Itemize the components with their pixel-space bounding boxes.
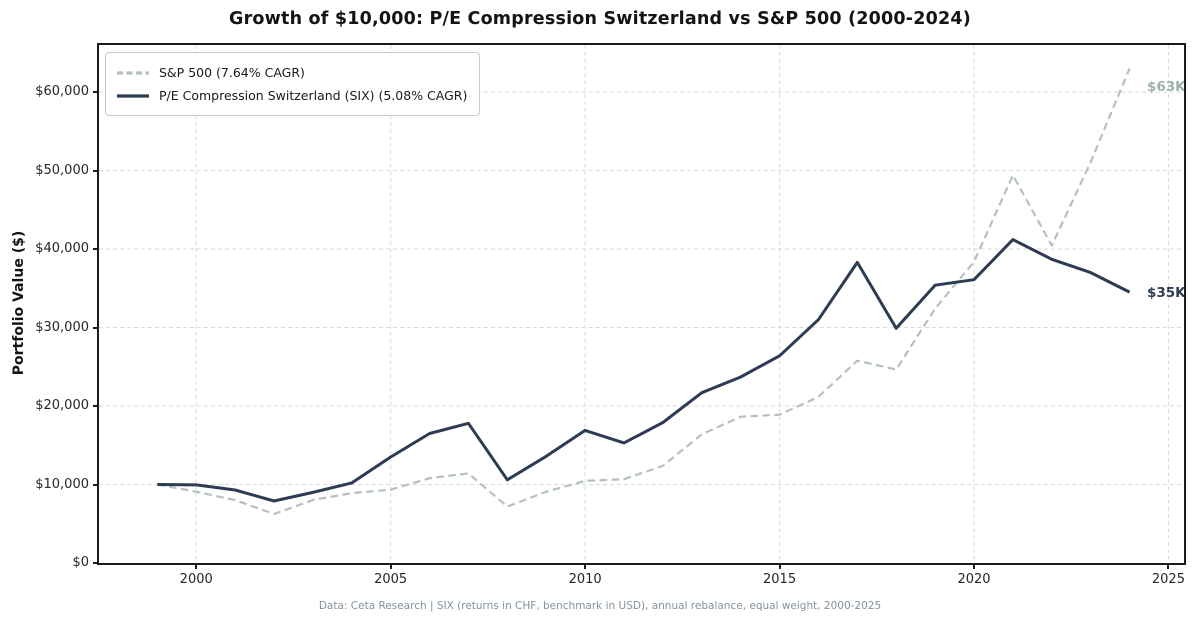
gridlines <box>99 45 1184 563</box>
y-tick-label: $0 <box>72 555 89 570</box>
x-tick-mark <box>1167 565 1170 569</box>
y-tick-mark <box>93 91 97 94</box>
y-tick-label: $60,000 <box>35 84 89 100</box>
y-tick-label: $20,000 <box>35 398 89 414</box>
sp500-legend-label: S&P 500 (7.64% CAGR) <box>159 65 305 80</box>
legend-item-six: P/E Compression Switzerland (SIX) (5.08%… <box>116 84 467 107</box>
x-tick-mark <box>973 565 975 569</box>
x-tick-label: 2010 <box>568 572 602 587</box>
sp500-end-label: $63K <box>1147 79 1184 95</box>
data-source-note: Data: Ceta Research | SIX (returns in CH… <box>318 600 882 612</box>
x-tick-mark <box>584 565 587 569</box>
six-legend-label: P/E Compression Switzerland (SIX) (5.08%… <box>159 88 468 103</box>
x-tick-mark <box>195 565 198 569</box>
y-tick-mark <box>93 169 97 172</box>
x-tick-label: 2025 <box>1151 572 1185 587</box>
x-tick-mark <box>389 565 392 569</box>
y-tick-mark <box>93 405 97 408</box>
plot-area: $63K $35K S&P 500 (7.64% CAGR) P/E Compr… <box>35 43 1186 587</box>
y-tick-label: $50,000 <box>35 162 89 178</box>
x-tick-label: 2020 <box>957 572 991 587</box>
sp500-legend-swatch <box>117 70 149 75</box>
x-tick-label: 2005 <box>374 572 408 587</box>
series-lines <box>157 68 1131 516</box>
six-legend-swatch <box>117 93 149 98</box>
y-tick-label: $40,000 <box>35 241 89 257</box>
y-tick-mark <box>93 248 97 251</box>
legend: S&P 500 (7.64% CAGR) P/E Compression Swi… <box>105 52 481 116</box>
chart-title: Growth of $10,000: P/E Compression Switz… <box>229 9 971 29</box>
x-tick-mark <box>778 565 781 569</box>
x-tick-label: 2015 <box>763 572 797 587</box>
y-tick-mark <box>93 326 97 329</box>
chart-canvas: $63K $35K <box>99 45 1184 563</box>
y-tick-label: $30,000 <box>35 319 89 335</box>
y-tick-label: $10,000 <box>35 476 89 492</box>
x-tick-label: 2000 <box>179 572 213 587</box>
y-tick-mark <box>93 562 97 564</box>
six-end-label: $35K <box>1147 285 1184 301</box>
y-tick-mark <box>93 483 97 486</box>
legend-item-sp500: S&P 500 (7.64% CAGR) <box>116 61 467 84</box>
six-line <box>157 238 1131 503</box>
sp500-line <box>157 68 1131 516</box>
